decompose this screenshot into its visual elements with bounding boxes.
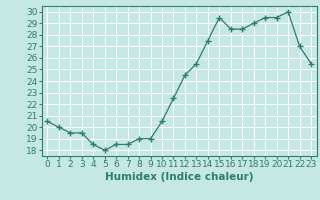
X-axis label: Humidex (Indice chaleur): Humidex (Indice chaleur) xyxy=(105,172,253,182)
